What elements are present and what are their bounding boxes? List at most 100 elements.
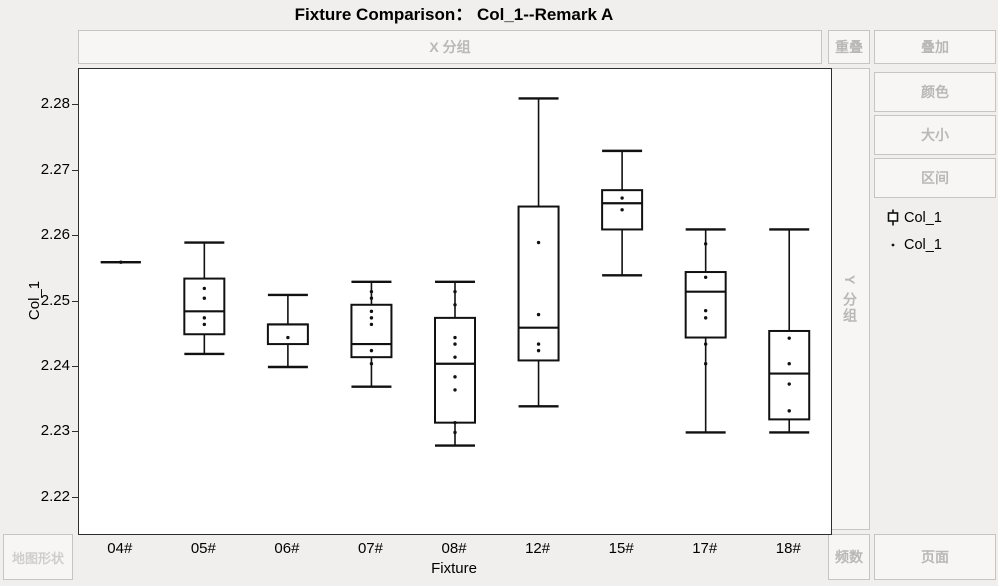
drop-zone-map-shape[interactable]: 地图形状 [3, 534, 73, 580]
drop-zone-frequency-label: 频数 [835, 549, 863, 565]
data-point [703, 242, 708, 246]
box-group-18#[interactable] [768, 228, 811, 434]
box [434, 316, 476, 424]
data-point [202, 322, 207, 327]
box-group-12#[interactable] [517, 97, 560, 408]
drop-zone-overlay[interactable]: 叠加 [874, 30, 996, 64]
data-point [369, 362, 374, 366]
data-point [453, 355, 457, 359]
y-tick-label: 2.24 [40, 356, 70, 374]
y-tick-mark [72, 169, 78, 171]
data-point [536, 348, 541, 353]
data-point [787, 362, 791, 366]
drop-zone-y-group-label: Y 分组 [842, 274, 858, 324]
x-axis-title: Fixture [431, 560, 477, 577]
data-point [787, 336, 791, 340]
data-point [453, 303, 457, 307]
x-tick-label: 06# [274, 540, 300, 557]
x-tick-label: 04# [107, 540, 133, 557]
box [684, 271, 727, 339]
y-tick-mark [72, 235, 78, 236]
drop-zone-color[interactable]: 颜色 [874, 72, 996, 112]
data-point [453, 375, 457, 379]
data-point [369, 296, 374, 300]
drop-zone-page-label: 页面 [921, 549, 949, 565]
drop-zone-x-group[interactable]: X 分组 [78, 30, 822, 64]
box-group-15#[interactable] [601, 149, 644, 277]
legend-item-points[interactable]: Col_1 [882, 231, 996, 258]
boxplot-canvas [100, 97, 811, 447]
data-point [703, 362, 708, 366]
x-axis-tick-labels: 04# 05# 06# 07# 08# 12# 15# 17# 18# [78, 540, 830, 558]
plot-area[interactable] [78, 68, 832, 535]
x-tick-label: 07# [357, 540, 383, 557]
y-tick-label: 2.23 [40, 422, 70, 440]
drop-zone-frequency[interactable]: 频数 [828, 534, 870, 580]
legend: Col_1 Col_1 [882, 204, 996, 258]
legend-item-label: Col_1 [904, 209, 942, 226]
data-point [620, 196, 624, 200]
drop-zone-overlap-label: 重叠 [835, 39, 863, 55]
x-tick-label: 05# [190, 540, 216, 557]
box [266, 323, 309, 346]
box-group-04#[interactable] [100, 260, 141, 264]
drop-zone-interval[interactable]: 区间 [874, 158, 996, 198]
y-tick-label: 2.28 [40, 95, 70, 113]
drop-zone-interval-label: 区间 [921, 170, 949, 186]
data-point [453, 420, 457, 425]
y-axis-tick-marks [72, 68, 78, 534]
y-tick-mark [72, 104, 78, 106]
data-point [703, 342, 708, 346]
data-point [119, 260, 123, 264]
data-point [787, 409, 791, 413]
drop-zone-overlap[interactable]: 重叠 [828, 30, 870, 64]
y-tick-label: 2.25 [40, 291, 70, 309]
y-tick-mark [72, 496, 78, 498]
data-point [703, 316, 708, 320]
drop-zone-size-label: 大小 [921, 127, 949, 143]
y-axis-tick-labels: 2.22 2.23 2.24 2.25 2.26 2.27 2.28 [0, 68, 70, 534]
box [768, 329, 811, 421]
x-tick-label: 12# [525, 540, 551, 557]
y-tick-label: 2.26 [40, 226, 70, 243]
data-point [453, 289, 457, 294]
box-group-05#[interactable] [183, 241, 226, 356]
data-point [202, 296, 207, 300]
drop-zone-y-group[interactable]: Y 分组 [830, 68, 870, 530]
legend-item-label: Col_1 [904, 236, 942, 253]
drop-zone-page[interactable]: 页面 [874, 534, 996, 580]
data-point [703, 308, 708, 313]
box-group-06#[interactable] [266, 293, 309, 369]
dot-icon [882, 238, 904, 252]
y-tick-mark [72, 431, 78, 433]
data-point [202, 286, 207, 291]
y-tick-mark [72, 300, 78, 302]
drop-zone-overlay-label: 叠加 [921, 39, 949, 55]
legend-item-boxplot[interactable]: Col_1 [882, 204, 996, 231]
x-tick-label: 17# [692, 540, 718, 557]
data-point [369, 289, 374, 294]
data-point [453, 335, 457, 340]
box-group-17#[interactable] [684, 228, 727, 434]
data-point [453, 388, 457, 392]
data-point [369, 348, 374, 353]
data-point [369, 322, 374, 327]
data-point [202, 316, 207, 320]
data-point [369, 309, 374, 314]
box [517, 205, 560, 362]
y-tick-label: 2.27 [40, 160, 70, 178]
drop-zone-x-group-label: X 分组 [429, 39, 471, 55]
drop-zone-size[interactable]: 大小 [874, 115, 996, 155]
data-point [536, 312, 541, 317]
box-group-07#[interactable] [350, 280, 393, 388]
y-tick-mark [72, 365, 78, 367]
data-point [703, 275, 708, 279]
data-point [453, 430, 457, 435]
data-point [787, 382, 791, 386]
drop-zone-map-shape-label: 地图形状 [11, 550, 64, 566]
data-point [369, 316, 374, 320]
x-tick-label: 08# [441, 540, 467, 557]
chart-title: Fixture Comparison： Col_1--Remark A [294, 5, 614, 24]
box-group-08#[interactable] [434, 280, 476, 447]
y-tick-label: 2.22 [40, 487, 70, 505]
